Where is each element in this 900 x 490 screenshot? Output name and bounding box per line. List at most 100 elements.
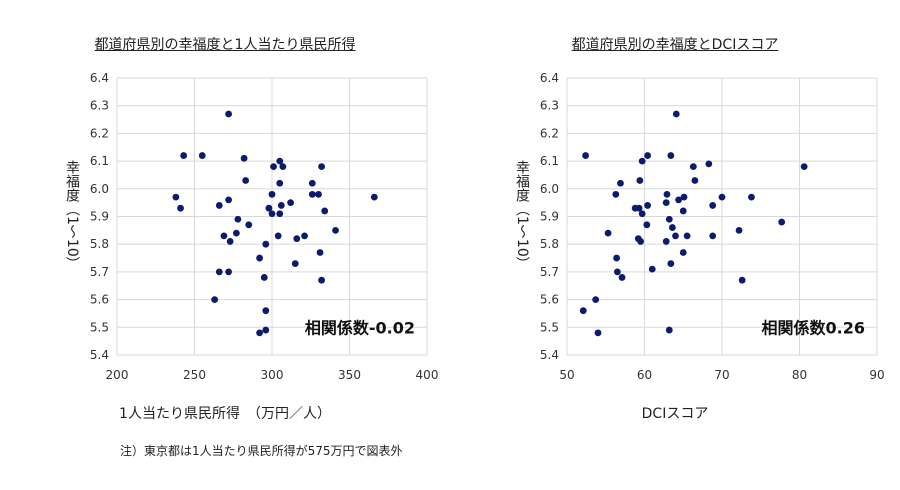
- data-point: [220, 232, 228, 240]
- data-point: [225, 110, 233, 118]
- data-point: [291, 260, 299, 267]
- data-point: [308, 179, 316, 187]
- x-tick-label: 300: [261, 368, 284, 382]
- data-point: [308, 190, 316, 198]
- data-point: [172, 193, 180, 201]
- x-axis-label: DCIスコア: [641, 406, 709, 422]
- data-point: [618, 274, 626, 281]
- data-point: [276, 210, 284, 218]
- data-point: [177, 204, 184, 212]
- data-point: [709, 202, 717, 209]
- x-tick-label: 60: [637, 368, 652, 382]
- y-tick-label: 5.8: [540, 237, 559, 251]
- data-point: [276, 157, 284, 165]
- y-axis-label: 幸福度（1〜10）: [514, 160, 530, 271]
- data-point: [332, 226, 339, 234]
- data-point: [683, 232, 691, 240]
- y-tick-label: 6.0: [90, 182, 109, 196]
- data-point: [636, 177, 644, 184]
- data-point: [211, 296, 219, 303]
- data-point: [662, 199, 670, 207]
- x-tick-label: 70: [714, 368, 729, 382]
- x-axis-label: 1人当たり県民所得 （万円／人）: [119, 406, 331, 422]
- data-point: [270, 163, 277, 171]
- data-point: [643, 221, 651, 229]
- plot-area: 5.4 5.5 5.6 5.7 5.8 5.9 6.0 6.1 6.2 6.3 6.4 50 60 70 8…: [540, 71, 885, 382]
- plot-area: 5.4 5.5 5.6 5.7 5.8 5.9 6.0 6.1 6.2 6.3 6.4 200 250 3…: [90, 71, 439, 382]
- y-tick-label: 6.4: [540, 71, 559, 85]
- data-point: [198, 152, 206, 159]
- x-tick-label: 250: [183, 368, 206, 382]
- chart-title: 都道府県別の幸福度と1人当たり県民所得: [94, 37, 356, 53]
- data-point: [582, 152, 589, 159]
- data-point: [277, 202, 285, 209]
- data-point: [268, 190, 276, 198]
- x-tick-label: 90: [869, 368, 884, 382]
- data-point: [321, 207, 329, 215]
- y-tick-label: 5.5: [540, 320, 559, 334]
- data-point: [667, 260, 675, 267]
- data-point: [748, 193, 755, 201]
- y-tick-label: 5.7: [90, 265, 109, 279]
- data-point: [718, 193, 726, 201]
- data-point: [679, 207, 687, 215]
- data-point: [579, 307, 587, 315]
- data-point: [672, 110, 680, 118]
- y-tick-label: 5.8: [90, 237, 109, 251]
- data-point: [262, 240, 270, 248]
- data-point: [648, 265, 656, 273]
- data-point: [604, 229, 612, 237]
- data-point: [665, 215, 673, 223]
- data-point: [242, 177, 250, 184]
- y-tick-label: 6.1: [540, 154, 559, 168]
- data-point: [613, 254, 620, 262]
- data-point: [240, 154, 248, 162]
- data-point: [318, 276, 325, 284]
- chart-title: 都道府県別の幸福度とDCIスコア: [571, 37, 779, 53]
- data-point: [274, 232, 282, 240]
- x-tick-label: 350: [338, 368, 361, 382]
- data-point: [215, 268, 223, 276]
- income-scatter-chart: 都道府県別の幸福度と1人当たり県民所得 幸福度（1〜10） 5.4 5.5 5.6 5…: [64, 37, 439, 422]
- y-tick-label: 5.4: [90, 348, 109, 362]
- data-point: [276, 179, 284, 187]
- data-point: [262, 326, 270, 334]
- data-point: [672, 232, 679, 240]
- data-point: [180, 152, 188, 159]
- data-point: [268, 210, 276, 218]
- data-point: [735, 226, 743, 234]
- data-point: [245, 221, 253, 229]
- data-point: [617, 179, 624, 187]
- data-point: [665, 326, 673, 334]
- data-point: [256, 329, 263, 337]
- data-point: [800, 163, 808, 171]
- data-point: [644, 202, 651, 209]
- x-tick-label: 400: [416, 368, 439, 382]
- correlation-annotation: 相関係数0.26: [762, 318, 865, 337]
- x-tick-label: 200: [106, 368, 129, 382]
- data-point: [663, 190, 671, 198]
- footnote: 注）東京都は1人当たり県民所得が575万円で図表外: [120, 444, 403, 458]
- data-point: [592, 296, 600, 303]
- y-tick-label: 5.9: [90, 210, 109, 224]
- y-tick-label: 6.3: [90, 99, 109, 113]
- data-point: [225, 268, 233, 276]
- data-point: [691, 177, 699, 184]
- dci-scatter-chart: 都道府県別の幸福度とDCIスコア 幸福度（1〜10） 5.4 5.5 5.6 5.7 5…: [450, 0, 900, 490]
- y-tick-label: 5.6: [540, 293, 559, 307]
- data-point: [301, 232, 308, 240]
- y-axis-label: 幸福度（1〜10）: [64, 160, 80, 271]
- data-point: [215, 202, 223, 209]
- data-point: [612, 190, 620, 198]
- data-point: [680, 193, 688, 201]
- data-point: [370, 193, 378, 201]
- data-point: [265, 204, 273, 212]
- y-tick-label: 6.1: [90, 154, 109, 168]
- data-point: [635, 204, 643, 212]
- x-tick-label: 80: [792, 368, 807, 382]
- data-point: [634, 235, 642, 243]
- data-point: [594, 329, 602, 337]
- data-point: [689, 163, 697, 171]
- data-point: [667, 152, 675, 159]
- data-point: [738, 276, 746, 284]
